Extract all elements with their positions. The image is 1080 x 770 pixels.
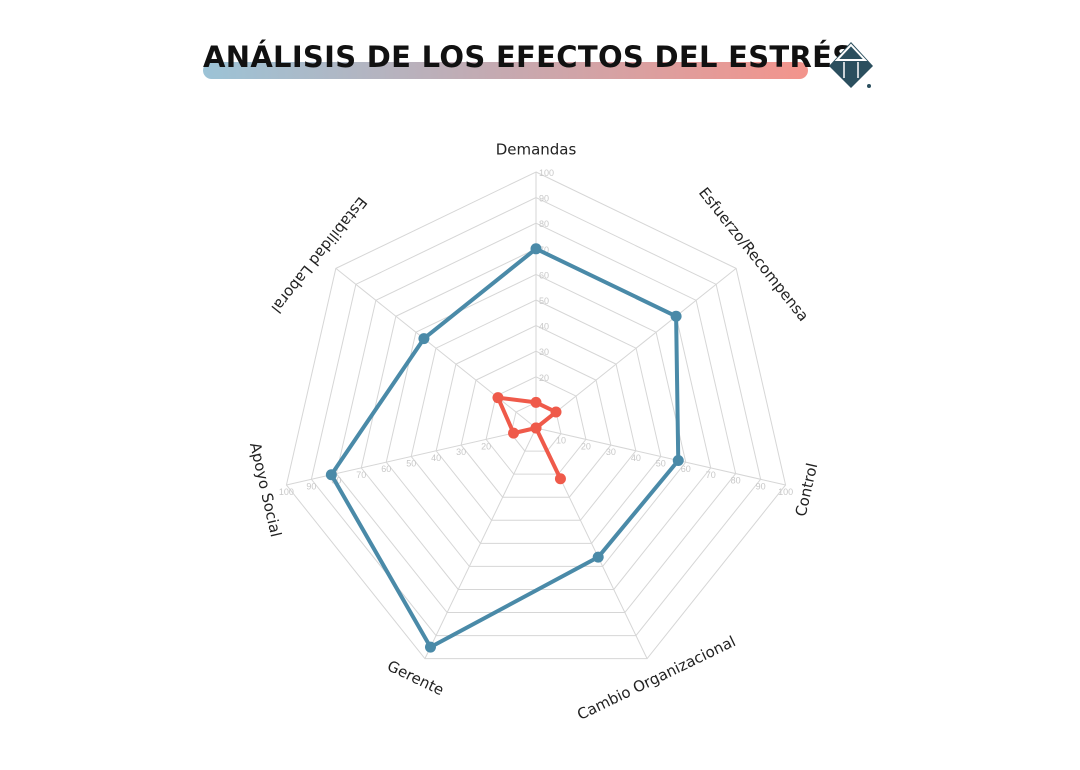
radial-tick-label: 60	[539, 270, 549, 280]
radial-tick-label: 100	[539, 168, 554, 178]
radial-tick-label: 80	[731, 476, 741, 486]
radial-tick-label: 30	[606, 447, 616, 457]
series-0-point-esfuerzo-recompensa	[670, 310, 682, 322]
radial-tick-label: 50	[656, 458, 666, 468]
series-0-point-cambio-organizacional	[592, 551, 604, 563]
radial-tick-label: 100	[778, 487, 793, 497]
grid-spoke	[286, 427, 537, 486]
series-0-point-demandas	[530, 243, 542, 255]
radial-tick-label: 90	[756, 481, 766, 491]
radial-tick-label: 60	[381, 464, 391, 474]
page-title: ANÁLISIS DE LOS EFECTOS DEL ESTRÉS	[203, 40, 854, 74]
series-1-point-esfuerzo-recompensa	[550, 406, 562, 418]
radial-tick-label: 40	[539, 322, 549, 332]
radial-tick-label: 100	[279, 487, 294, 497]
title-banner: ANÁLISIS DE LOS EFECTOS DEL ESTRÉS	[203, 40, 854, 82]
radial-tick-label: 70	[356, 470, 366, 480]
radial-tick-label: 80	[539, 219, 549, 229]
radial-tick-label: 30	[456, 447, 466, 457]
grid-spoke	[424, 427, 537, 659]
radial-tick-label: 20	[539, 373, 549, 383]
axis-label: Demandas	[496, 141, 577, 159]
radial-tick-label: 20	[481, 441, 491, 451]
series-1-point-apoyo-social	[508, 427, 520, 439]
series-0-line	[329, 246, 681, 650]
grid-spoke	[535, 427, 786, 486]
series-0-point-apoyo-social	[325, 469, 337, 481]
diamond-logo-icon	[829, 42, 873, 88]
radial-tick-label: 70	[706, 470, 716, 480]
grid-ring-20	[485, 376, 587, 475]
radial-tick-label: 40	[631, 453, 641, 463]
radial-tick-label: 30	[539, 347, 549, 357]
axis-label: Estabilidad Laboral	[267, 193, 370, 316]
radial-tick-label: 20	[581, 441, 591, 451]
grid-spoke	[535, 267, 737, 429]
radial-tick-label: 10	[556, 436, 566, 446]
axis-label: Control	[792, 461, 822, 518]
series-1-point-estabilidad-laboral	[492, 392, 504, 404]
grid-ring-50	[410, 299, 662, 544]
radial-tick-label: 60	[681, 464, 691, 474]
grid-ring-80	[335, 222, 737, 614]
grid-spoke	[335, 267, 537, 429]
series-0-point-estabilidad-laboral	[418, 333, 430, 345]
series-1-point-gerente	[530, 422, 542, 434]
radial-tick-label: 50	[406, 458, 416, 468]
radial-tick-label: 50	[539, 296, 549, 306]
radial-tick-label: 90	[539, 194, 549, 204]
radial-tick-label: 40	[431, 453, 441, 463]
grid-ring-90	[310, 197, 762, 637]
axis-label: Esfuerzo/Recompensa	[695, 184, 812, 325]
series-1-point-cambio-organizacional	[554, 473, 566, 485]
series-0-point-gerente	[424, 641, 436, 653]
grid-ring-40	[435, 325, 637, 521]
series-0-point-control	[672, 454, 684, 466]
axis-label: Gerente	[384, 657, 446, 699]
grid-ring-100	[285, 171, 787, 660]
radial-tick-label: 70	[539, 245, 549, 255]
grid-ring-60	[385, 273, 687, 567]
axis-label: Cambio Organizacional	[574, 632, 738, 724]
grid-ring-30	[460, 350, 612, 498]
radial-tick-label: 90	[306, 481, 316, 491]
series-1-point-demandas	[530, 396, 542, 408]
title-gradient-bar	[203, 62, 808, 79]
